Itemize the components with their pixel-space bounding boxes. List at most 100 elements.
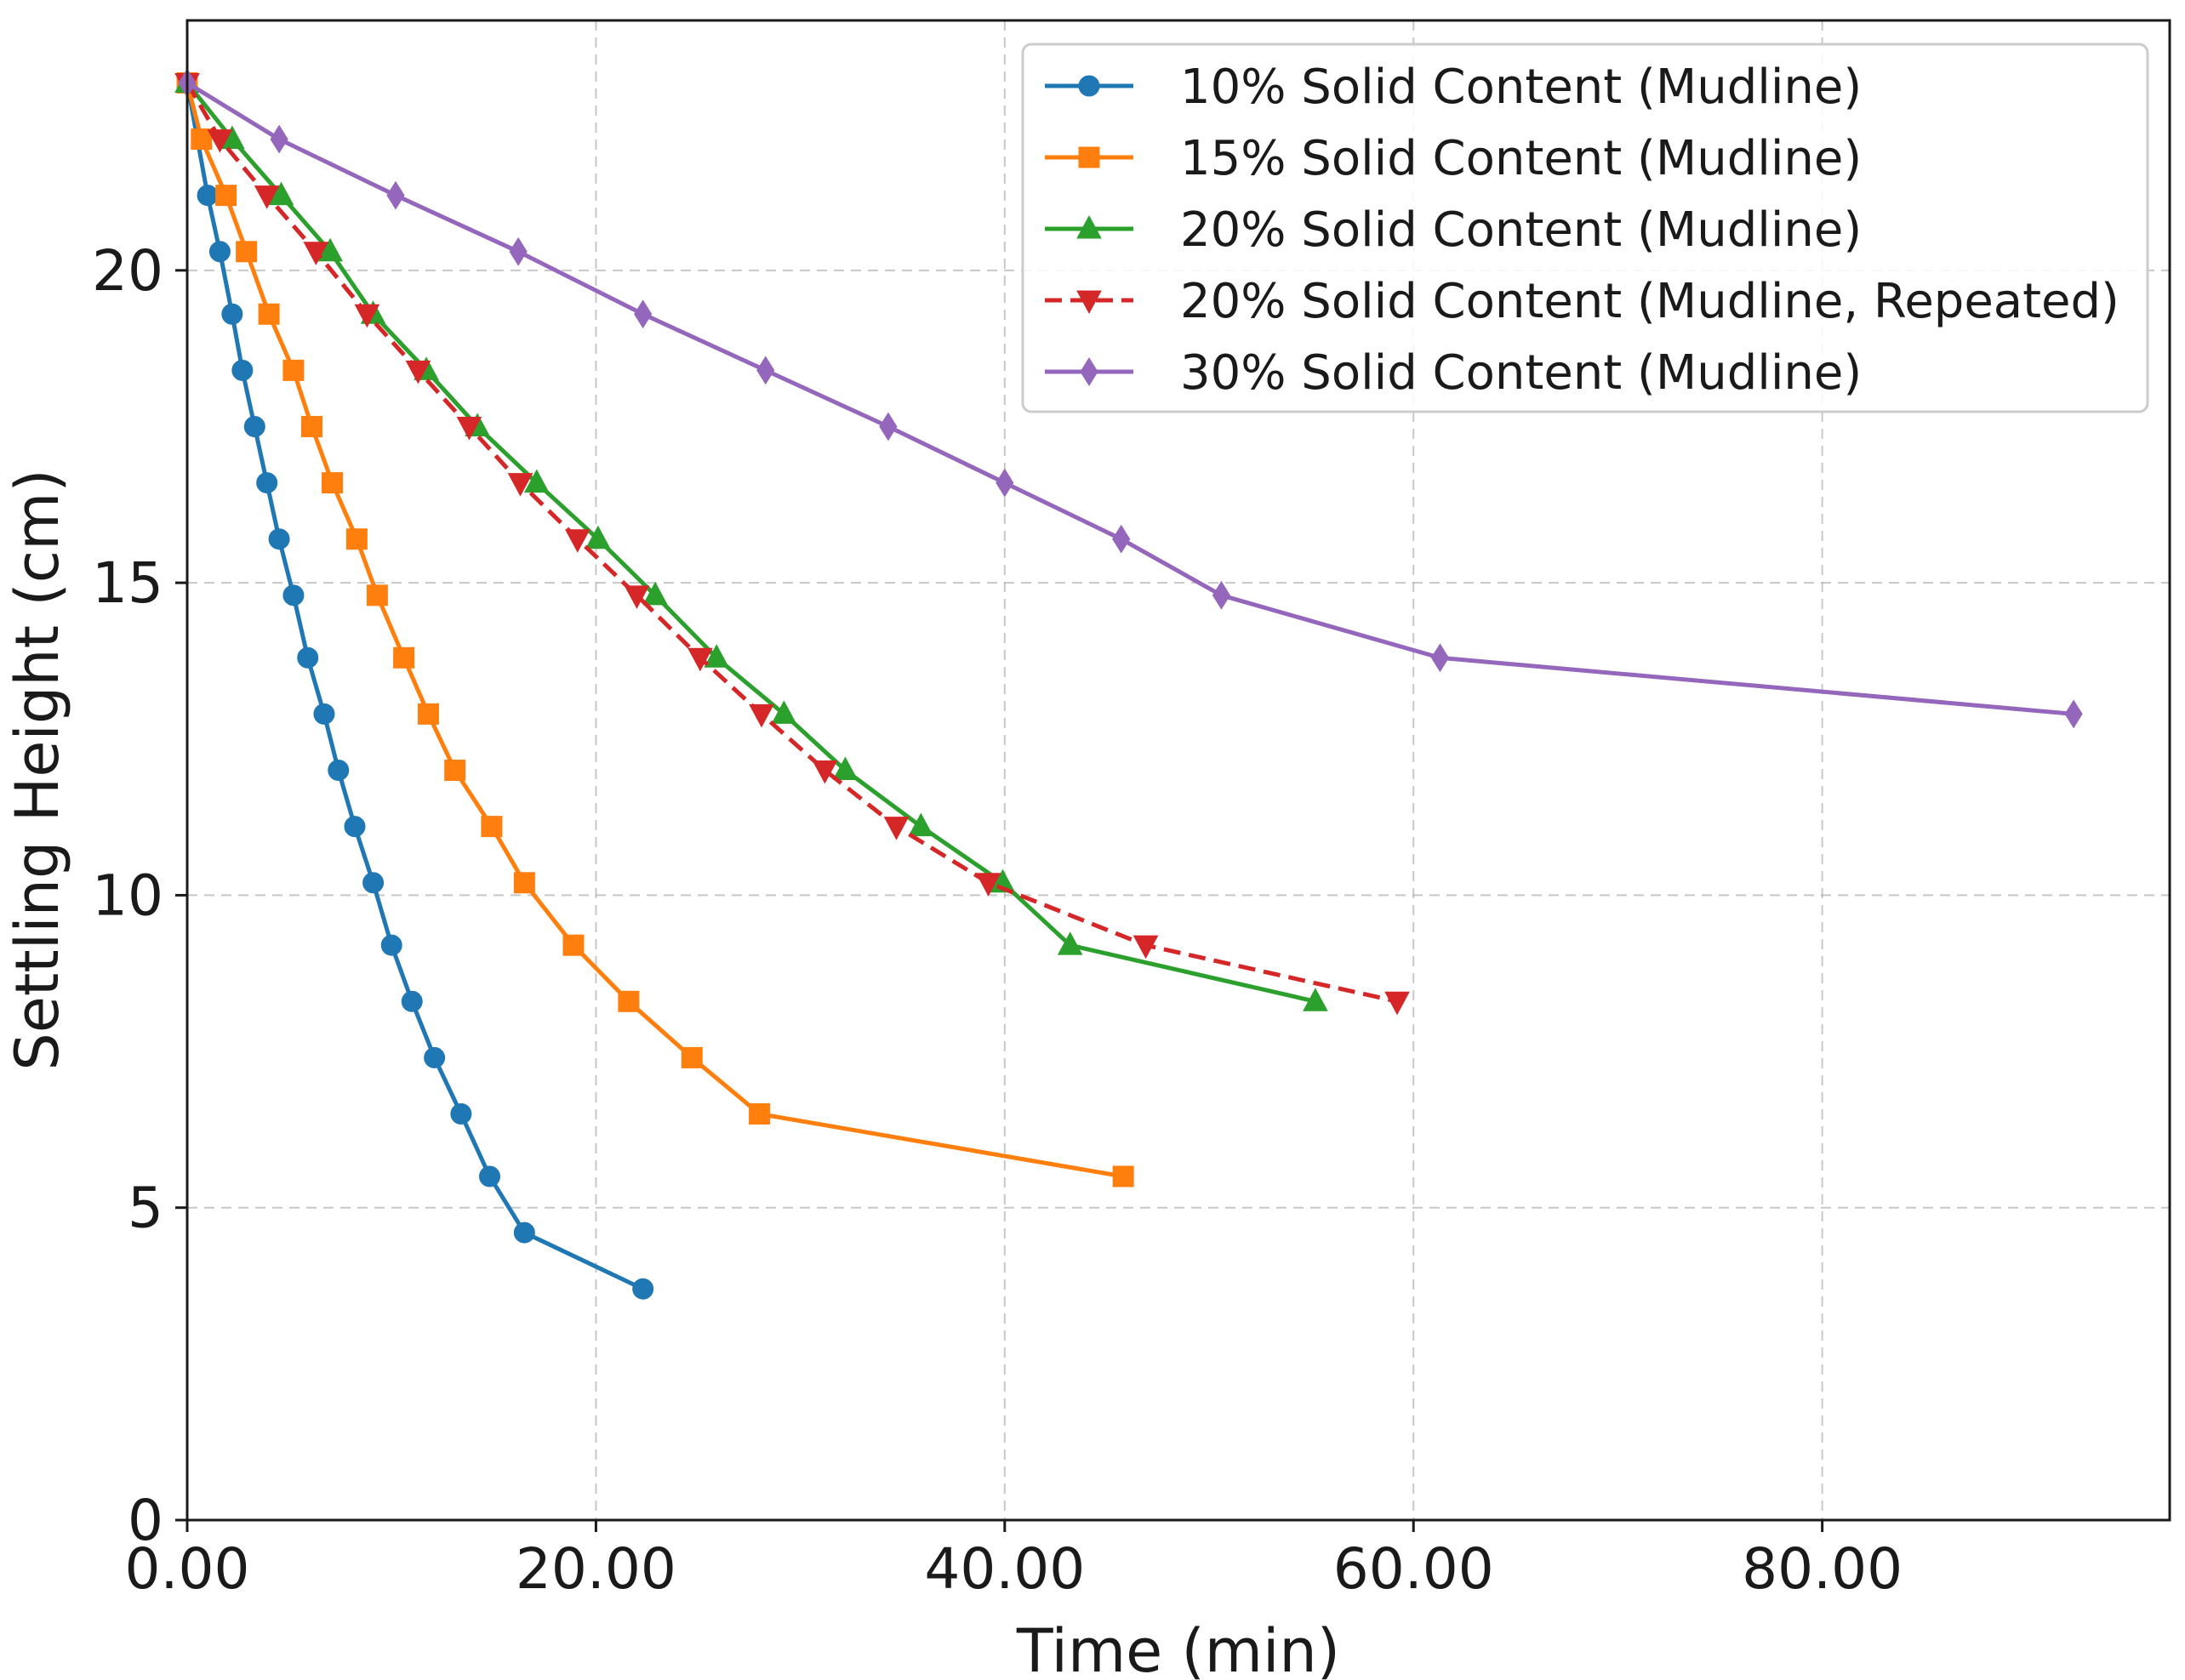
data-point <box>268 528 290 550</box>
data-point <box>328 760 350 781</box>
x-tick-label: 80.00 <box>1742 1536 1903 1602</box>
data-point <box>268 181 294 206</box>
data-point <box>513 872 535 894</box>
legend-item: 30% Solid Content (Mudline) <box>1045 345 1862 401</box>
data-point <box>417 703 439 725</box>
legend-label: 15% Solid Content (Mudline) <box>1180 131 1862 186</box>
data-point <box>393 646 415 669</box>
x-tick-label: 20.00 <box>516 1536 676 1602</box>
series-2 <box>176 71 1134 1187</box>
data-point <box>1057 931 1083 955</box>
legend-label: 30% Solid Content (Mudline) <box>1180 345 1862 401</box>
x-tick-label: 60.00 <box>1333 1536 1494 1602</box>
data-point <box>197 185 219 207</box>
data-point <box>1430 643 1450 673</box>
data-point <box>990 868 1016 893</box>
data-point <box>832 756 859 780</box>
legend-marker <box>1076 214 1102 239</box>
data-point <box>1303 988 1328 1011</box>
data-point <box>771 700 797 724</box>
series-line <box>185 81 2074 716</box>
data-point <box>208 241 231 263</box>
data-point <box>908 812 934 837</box>
legend-marker <box>1080 357 1098 386</box>
data-point <box>270 124 288 154</box>
data-point <box>386 180 405 210</box>
data-point <box>479 1165 501 1187</box>
data-point <box>424 1046 446 1068</box>
y-tick-label: 20 <box>92 238 163 304</box>
legend-box <box>1021 43 2149 413</box>
data-point <box>562 934 585 956</box>
data-point <box>282 359 305 381</box>
data-point <box>883 817 910 840</box>
data-point <box>749 703 774 728</box>
data-point <box>975 873 1001 897</box>
axis-ticks: 0.00 20.00 40.00 60.00 80.00 0 5 10 15 20 <box>92 238 1903 1602</box>
data-point <box>1112 1165 1134 1187</box>
series-5 <box>178 68 2083 729</box>
data-point <box>215 185 237 207</box>
legend-label: 20% Solid Content (Mudline, Repeated) <box>1180 274 2119 329</box>
data-point <box>322 472 344 494</box>
data-point <box>632 1278 654 1300</box>
data-point <box>1384 991 1410 1016</box>
data-point <box>996 468 1014 498</box>
data-point <box>634 299 653 329</box>
legend-item: 20% Solid Content (Mudline) <box>1045 202 1862 258</box>
data-point <box>507 473 533 497</box>
data-point <box>243 415 265 437</box>
data-point <box>313 703 335 725</box>
data-point <box>523 469 550 493</box>
data-point <box>366 584 388 607</box>
data-point <box>297 646 319 669</box>
y-axis-title: Settling Height (cm) <box>3 469 72 1070</box>
data-point <box>585 525 611 550</box>
plot-frame <box>185 19 2171 1522</box>
data-point <box>282 584 305 607</box>
x-axis-title: Time (min) <box>1016 1616 1340 1680</box>
data-point <box>513 1222 535 1244</box>
legend-item: 10% Solid Content (Mudline) <box>1045 60 1862 115</box>
data-point <box>380 934 402 956</box>
legend-label: 10% Solid Content (Mudline) <box>1180 60 1862 115</box>
legend-item: 15% Solid Content (Mudline) <box>1045 131 1862 186</box>
legend-marker <box>1076 290 1102 315</box>
data-point <box>618 990 640 1012</box>
data-point <box>481 816 503 838</box>
legend: 10% Solid Content (Mudline) 15% Solid Con… <box>1021 43 2149 413</box>
data-point <box>1132 935 1159 960</box>
data-point <box>564 529 590 553</box>
legend-label: 20% Solid Content (Mudline) <box>1180 202 1862 258</box>
legend-marker <box>1078 75 1100 97</box>
data-point <box>681 1046 703 1068</box>
data-point <box>444 760 466 781</box>
data-point <box>879 412 898 441</box>
data-point <box>1212 580 1231 610</box>
data-point <box>236 241 258 263</box>
data-point <box>1112 524 1131 554</box>
data-point <box>254 185 280 209</box>
legend-item: 20% Solid Content (Mudline, Repeated) <box>1045 274 2119 329</box>
data-point <box>812 760 838 784</box>
data-point <box>642 581 668 606</box>
data-point <box>749 1103 771 1125</box>
data-point <box>317 237 343 262</box>
x-tick-label: 0.00 <box>125 1536 250 1602</box>
data-point <box>704 644 729 668</box>
data-point <box>450 1103 472 1125</box>
data-point <box>231 359 254 381</box>
data-point <box>191 128 213 151</box>
data-point <box>509 236 528 266</box>
data-point <box>401 990 423 1012</box>
y-tick-label: 10 <box>92 863 163 928</box>
y-tick-label: 15 <box>92 550 163 616</box>
data-point <box>344 816 366 838</box>
legend-marker <box>1078 146 1100 168</box>
data-point <box>345 528 368 550</box>
data-point <box>258 303 280 325</box>
series-4 <box>174 72 1410 1016</box>
data-point <box>303 242 329 265</box>
data-point <box>624 585 650 609</box>
